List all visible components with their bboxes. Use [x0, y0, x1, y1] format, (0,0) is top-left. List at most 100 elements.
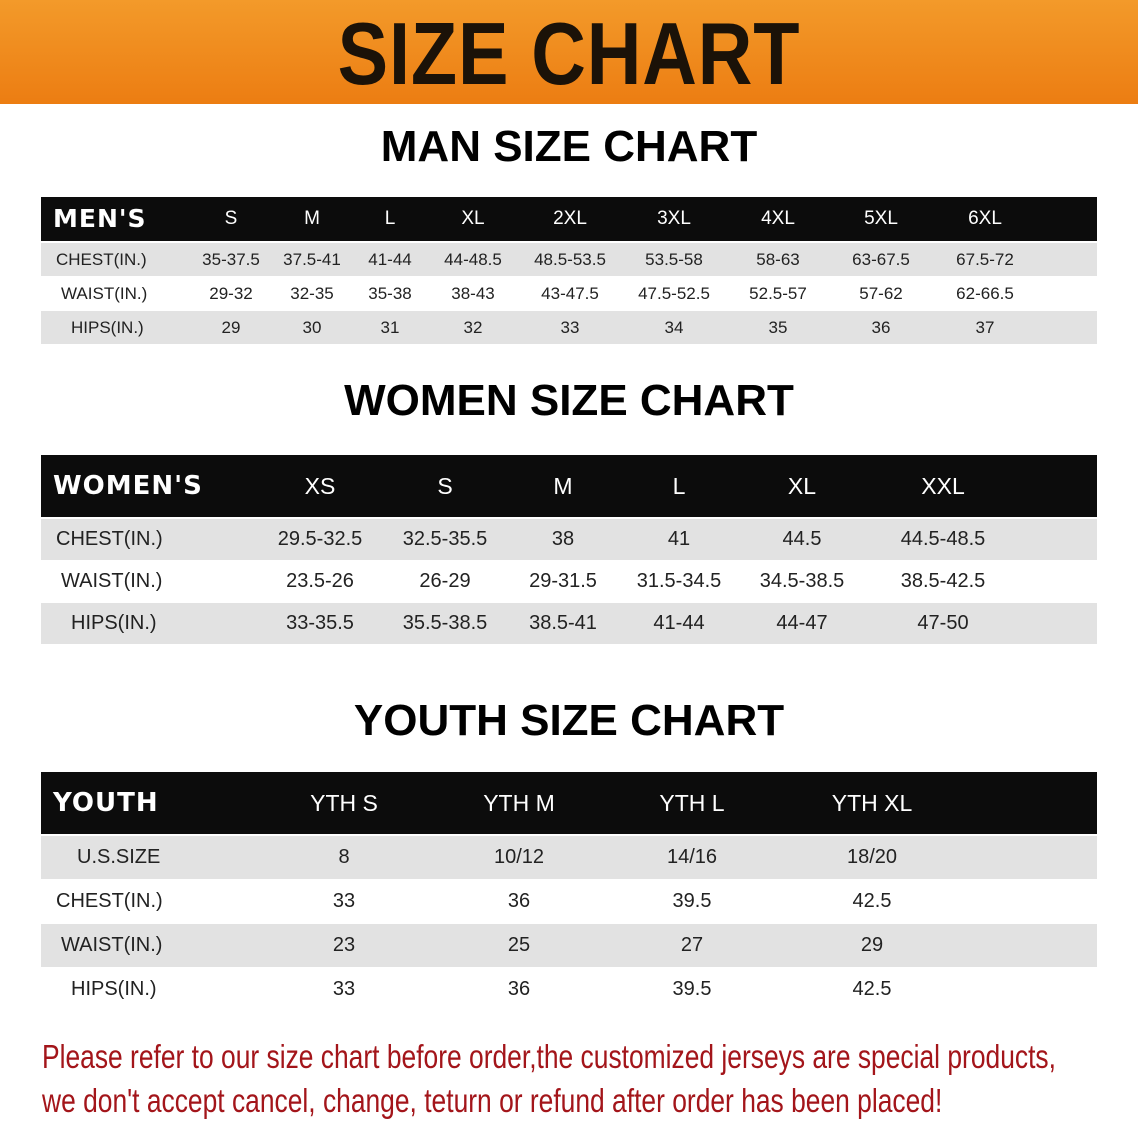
- table-cell: 32: [463, 318, 483, 337]
- size-header: XS: [304, 473, 336, 499]
- table-cell: 36: [507, 890, 531, 912]
- table-row: HIPS(IN.) 33 36 39.5 42.5: [41, 968, 1097, 1011]
- table-cell: 8: [338, 846, 350, 868]
- row-label: HIPS(IN.): [71, 978, 157, 1000]
- size-header: XXL: [921, 473, 965, 499]
- table-cell: 10/12: [493, 846, 545, 868]
- row-label: U.S.SIZE: [77, 846, 161, 868]
- women-header-row: WOMEN'S XS S M L XL XXL: [41, 455, 1097, 517]
- table-cell: 32-35: [290, 284, 334, 303]
- size-header: S: [224, 208, 238, 229]
- title-banner: SIZE CHART: [0, 0, 1138, 104]
- table-cell: 38.5-42.5: [900, 570, 986, 592]
- size-header: 3XL: [657, 208, 691, 229]
- table-cell: 23: [332, 934, 356, 956]
- men-header-row: MEN'S S M L XL 2XL 3XL 4XL 5XL 6XL: [41, 197, 1097, 241]
- table-row: WAIST(IN.) 29-32 32-35 35-38 38-43 43-47.5 47.…: [41, 277, 1097, 310]
- table-cell: 67.5-72: [956, 250, 1014, 269]
- size-header: 2XL: [553, 208, 587, 229]
- table-cell: 48.5-53.5: [534, 250, 606, 269]
- table-cell: 41: [667, 528, 691, 550]
- size-header: YTH L: [659, 790, 725, 816]
- table-cell: 44-47: [776, 612, 828, 634]
- table-cell: 29-31.5: [529, 570, 597, 592]
- size-header: YTH M: [483, 790, 555, 816]
- table-cell: 41-44: [653, 612, 705, 634]
- youth-heading: YOUTH SIZE CHART: [353, 696, 785, 745]
- row-label: CHEST(IN.): [56, 528, 163, 550]
- notice-line-1: Please refer to our size chart before or…: [42, 1038, 1056, 1075]
- table-cell: 33: [332, 890, 356, 912]
- table-cell: 31: [380, 318, 400, 337]
- table-row: WAIST(IN.) 23.5-26 26-29 29-31.5 31.5-34.5 34…: [41, 561, 1097, 602]
- size-header: S: [437, 473, 453, 499]
- table-cell: 42.5: [852, 978, 892, 1000]
- table-cell: 42.5: [852, 890, 892, 912]
- table-cell: 39.5: [672, 978, 712, 1000]
- notice-line-2: we don't accept cancel, change, teturn o…: [42, 1082, 943, 1119]
- table-cell: 35: [768, 318, 788, 337]
- table-cell: 35-38: [368, 284, 412, 303]
- table-cell: 63-67.5: [852, 250, 910, 269]
- table-cell: 39.5: [672, 890, 712, 912]
- table-cell: 34.5-38.5: [759, 570, 845, 592]
- youth-header-row: YOUTH YTH S YTH M YTH L YTH XL: [41, 772, 1097, 834]
- row-label: HIPS(IN.): [71, 612, 157, 634]
- size-header: XL: [787, 473, 817, 499]
- size-header: XL: [461, 208, 485, 229]
- table-cell: 52.5-57: [749, 284, 807, 303]
- table-cell: 31.5-34.5: [636, 570, 722, 592]
- table-cell: 14/16: [666, 846, 718, 868]
- table-cell: 44.5: [782, 528, 822, 550]
- table-cell: 35-37.5: [202, 250, 260, 269]
- table-row: HIPS(IN.) 33-35.5 35.5-38.5 38.5-41 41-44 44-…: [41, 603, 1097, 644]
- size-header: YTH XL: [831, 790, 913, 816]
- row-label: HIPS(IN.): [71, 318, 144, 337]
- table-cell: 43-47.5: [541, 284, 599, 303]
- table-row: CHEST(IN.) 33 36 39.5 42.5: [41, 880, 1097, 923]
- table-row: CHEST(IN.) 29.5-32.5 32.5-35.5 38 41 44.5 44.5…: [41, 519, 1097, 560]
- size-header: L: [384, 208, 396, 229]
- table-cell: 41-44: [368, 250, 412, 269]
- size-header: L: [672, 473, 686, 499]
- table-cell: 53.5-58: [645, 250, 703, 269]
- table-cell: 47.5-52.5: [638, 284, 710, 303]
- size-header: M: [553, 473, 573, 499]
- women-header-label: WOMEN'S: [53, 471, 203, 501]
- table-cell: 44-48.5: [444, 250, 502, 269]
- men-header-label: MEN'S: [53, 204, 147, 233]
- table-cell: 18/20: [846, 846, 898, 868]
- table-cell: 58-63: [756, 250, 800, 269]
- table-cell: 33-35.5: [286, 612, 354, 634]
- youth-header-label: YOUTH: [53, 788, 159, 818]
- table-cell: 36: [871, 318, 891, 337]
- table-cell: 62-66.5: [956, 284, 1014, 303]
- table-cell: 29: [860, 934, 884, 956]
- table-cell: 44.5-48.5: [900, 528, 986, 550]
- size-header: 5XL: [864, 208, 898, 229]
- table-cell: 37: [975, 318, 995, 337]
- table-cell: 34: [664, 318, 684, 337]
- table-cell: 23.5-26: [286, 570, 354, 592]
- table-cell: 47-50: [917, 612, 969, 634]
- table-cell: 29-32: [209, 284, 253, 303]
- table-cell: 32.5-35.5: [402, 528, 488, 550]
- table-cell: 29: [221, 318, 241, 337]
- table-cell: 38.5-41: [529, 612, 597, 634]
- table-row: WAIST(IN.) 23 25 27 29: [41, 924, 1097, 967]
- row-label: WAIST(IN.): [61, 934, 163, 956]
- size-header: 6XL: [968, 208, 1002, 229]
- row-label: CHEST(IN.): [56, 250, 147, 269]
- row-label: WAIST(IN.): [61, 284, 148, 303]
- men-heading: MAN SIZE CHART: [380, 122, 758, 171]
- table-row: CHEST(IN.) 35-37.5 37.5-41 41-44 44-48.5 48.5…: [41, 243, 1097, 276]
- table-cell: 35.5-38.5: [402, 612, 488, 634]
- table-cell: 57-62: [859, 284, 903, 303]
- table-cell: 27: [680, 934, 704, 956]
- table-cell: 30: [302, 318, 322, 337]
- table-cell: 37.5-41: [283, 250, 341, 269]
- women-heading: WOMEN SIZE CHART: [344, 376, 794, 425]
- table-cell: 38: [551, 528, 575, 550]
- size-header: YTH S: [310, 790, 378, 816]
- table-cell: 33: [332, 978, 356, 1000]
